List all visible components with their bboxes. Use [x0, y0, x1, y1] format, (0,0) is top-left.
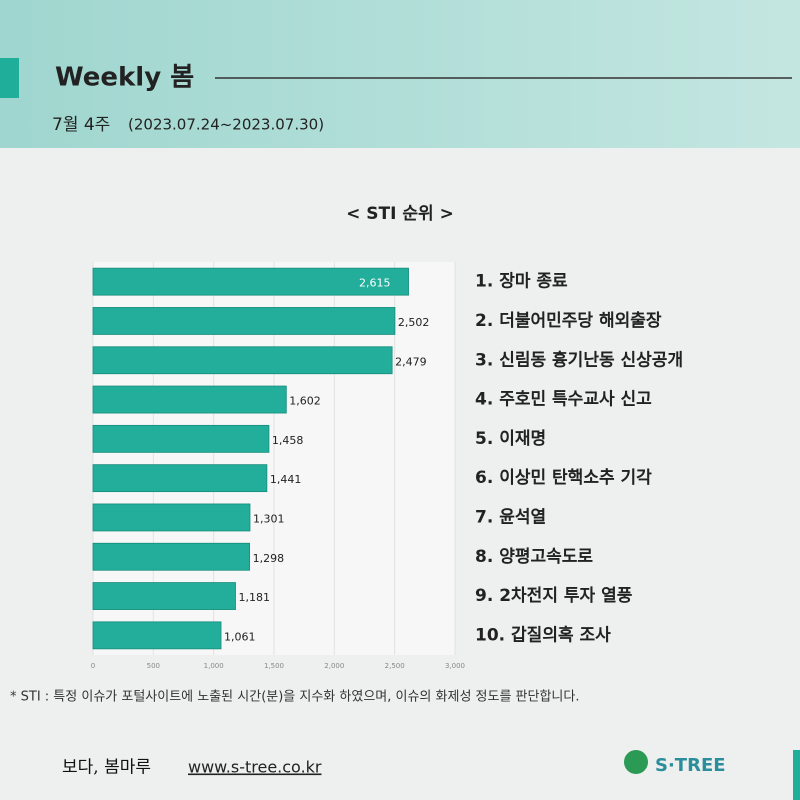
corner-accent: [793, 750, 800, 800]
chart-title: < STI 순위 >: [346, 204, 454, 224]
bar: [92, 503, 251, 532]
plot: 0 500 1,000 1,500 2,000 2,500 3,000 2,615 1. 장마 …: [91, 262, 683, 670]
category-label: 5. 이재명: [475, 429, 546, 449]
value-label: 2,502: [398, 316, 430, 329]
bar: [92, 385, 287, 414]
bar: [92, 542, 251, 571]
logo-icon: [624, 750, 648, 774]
bar: [92, 267, 409, 296]
value-label: 1,061: [224, 630, 256, 643]
footnote: * STI : 특정 이슈가 포털사이트에 노출된 시간(분)을 지수화 하였으…: [10, 690, 579, 705]
value-label: 1,441: [270, 473, 302, 486]
category-label: 3. 신림동 흉기난동 신상공개: [475, 349, 683, 370]
category-label: 10. 갑질의혹 조사: [475, 624, 611, 645]
x-tick-label: 2,500: [385, 662, 405, 670]
x-tick-label: 2,000: [324, 662, 344, 670]
category-label: 2. 더불어민주당 해외출장: [475, 311, 662, 331]
header-range: (2023.07.24~2023.07.30): [128, 116, 324, 134]
bar: [92, 582, 236, 610]
bar: [92, 307, 396, 335]
bar: [92, 346, 393, 375]
value-label: 1,181: [239, 591, 270, 604]
x-tick-label: 1,500: [264, 662, 284, 670]
url[interactable]: www.s-tree.co.kr: [188, 758, 322, 777]
brand: 보다, 봄마루: [62, 758, 151, 778]
category-label: 1. 장마 종료: [475, 272, 568, 292]
value-label: 1,301: [253, 512, 285, 525]
header-title: Weekly 봄: [55, 63, 194, 93]
bar: [92, 464, 268, 493]
header-accent: [0, 58, 19, 98]
bar: [92, 621, 222, 650]
header-band: [0, 0, 800, 148]
value-label: 2,615: [359, 277, 391, 290]
x-tick-label: 3,000: [445, 662, 465, 670]
category-label: 9. 2차전지 투자 열풍: [475, 586, 633, 606]
category-label: 6. 이상민 탄핵소추 기각: [475, 468, 652, 488]
value-label: 1,458: [272, 434, 304, 447]
category-label: 4. 주호민 특수교사 신고: [475, 390, 652, 410]
x-tick-label: 1,000: [204, 662, 224, 670]
value-label: 1,602: [289, 395, 321, 408]
category-label: 8. 양평고속도로: [475, 547, 593, 567]
category-label: 7. 윤석열: [475, 507, 546, 527]
bar: [92, 424, 270, 453]
x-tick-label: 0: [91, 662, 95, 670]
value-label: 1,298: [253, 552, 285, 565]
value-label: 2,479: [395, 355, 427, 368]
x-tick-label: 500: [147, 662, 160, 670]
logo: S·TREE: [655, 755, 726, 776]
header-week: 7월 4주: [52, 115, 110, 135]
